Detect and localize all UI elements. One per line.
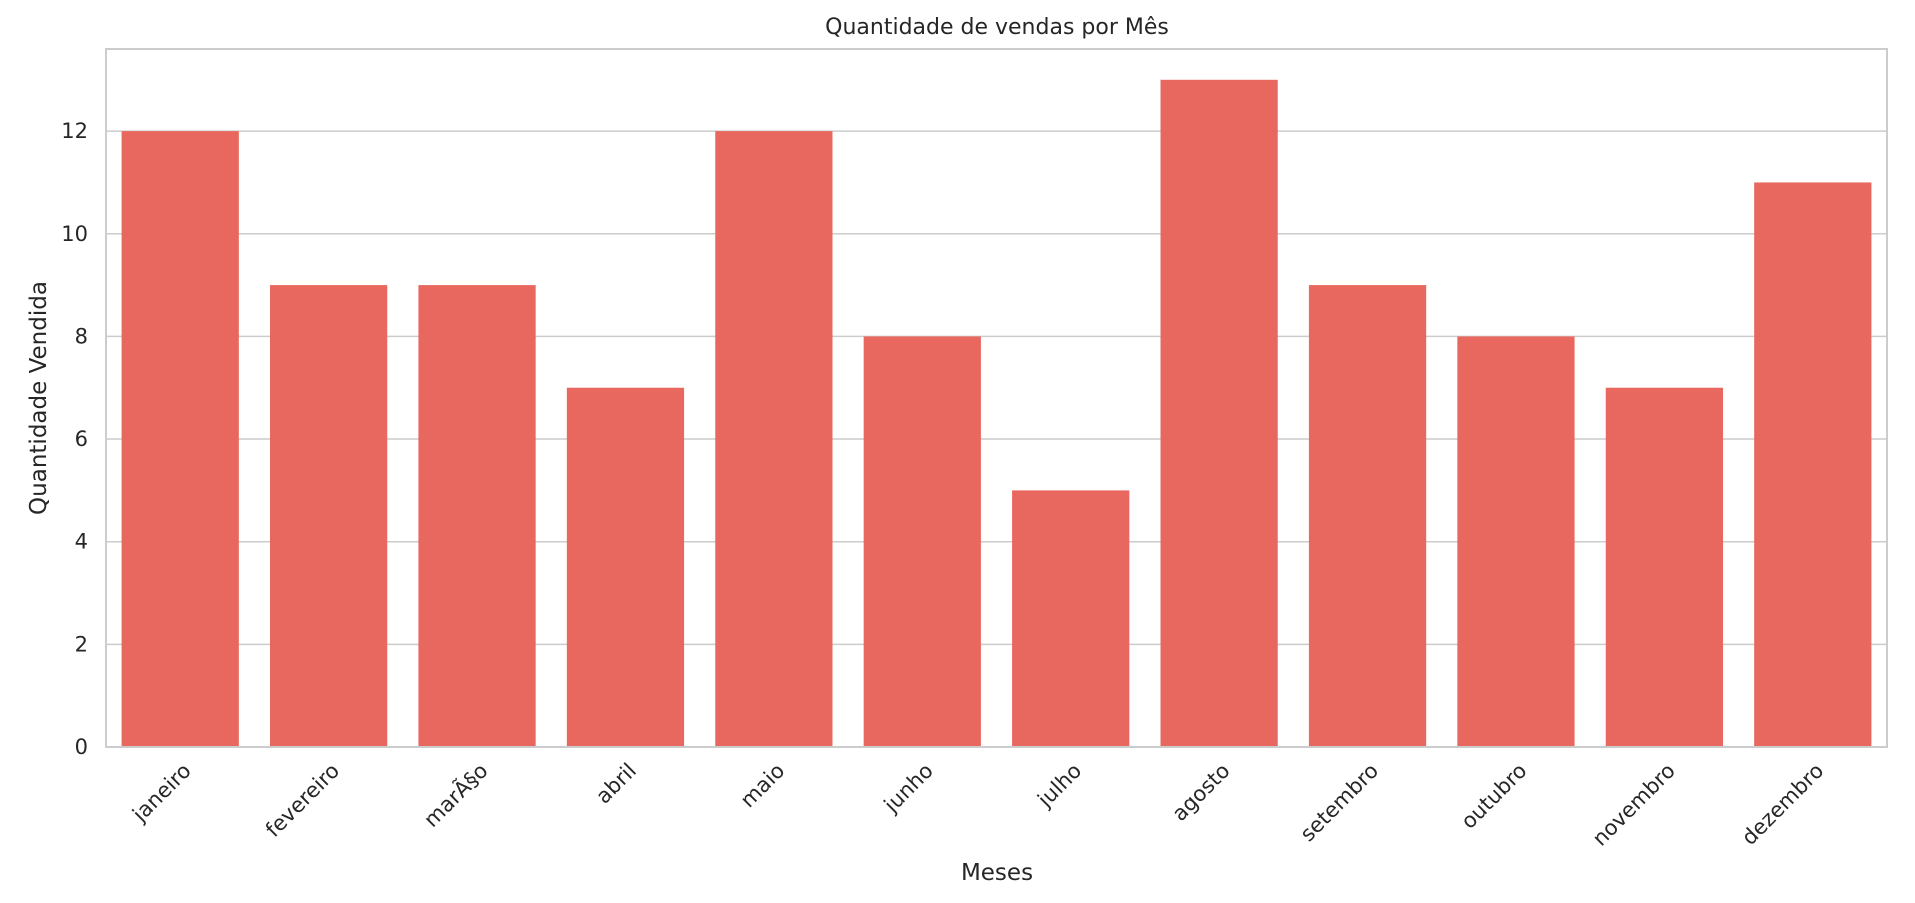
x-tick-label: setembro: [1296, 759, 1384, 847]
x-tick-label: marÃ§o: [418, 757, 493, 832]
x-tick-labels: janeiro fevereiro marÃ§o abril maio junho julh…: [127, 757, 1828, 851]
y-tick-label: 2: [75, 632, 88, 656]
x-tick-label: janeiro: [127, 759, 195, 827]
bar-8: [1308, 285, 1427, 747]
y-tick-label: 8: [75, 324, 88, 348]
x-tick-label: fevereiro: [261, 759, 344, 842]
x-tick-label: julho: [1032, 759, 1086, 813]
x-tick-label: dezembro: [1737, 759, 1828, 850]
grid-lines: [106, 130, 1887, 748]
y-tick-label: 6: [75, 427, 88, 451]
plot-frame: [105, 48, 1888, 748]
bar-9: [1457, 336, 1575, 747]
y-tick-label: 10: [61, 222, 88, 246]
y-tick-label: 0: [75, 735, 88, 759]
x-tick-label: outubro: [1456, 759, 1531, 834]
bar-7: [1160, 79, 1278, 747]
y-tick-labels: 0 2 4 6 8 10 12: [61, 119, 88, 759]
bar-0: [121, 131, 239, 747]
y-tick-label: 12: [61, 119, 88, 143]
bar-4: [715, 131, 833, 747]
bar-11: [1754, 182, 1872, 748]
bar-2: [418, 285, 536, 747]
bar-6: [1012, 490, 1130, 747]
bar-10: [1605, 387, 1723, 747]
x-tick-label: novembro: [1588, 759, 1680, 851]
x-axis-label: Meses: [961, 860, 1033, 886]
bar-5: [863, 336, 981, 747]
bar-3: [566, 387, 685, 747]
y-tick-label: 4: [75, 530, 88, 554]
bars: [121, 79, 1872, 748]
chart-title: Quantidade de vendas por Mês: [825, 15, 1169, 40]
x-tick-label: abril: [591, 759, 641, 809]
bar-1: [270, 285, 388, 747]
x-tick-label: maio: [736, 759, 790, 813]
x-tick-label: agosto: [1167, 759, 1234, 826]
y-axis-label: Quantidade Vendida: [26, 281, 52, 515]
x-tick-label: junho: [879, 759, 938, 818]
